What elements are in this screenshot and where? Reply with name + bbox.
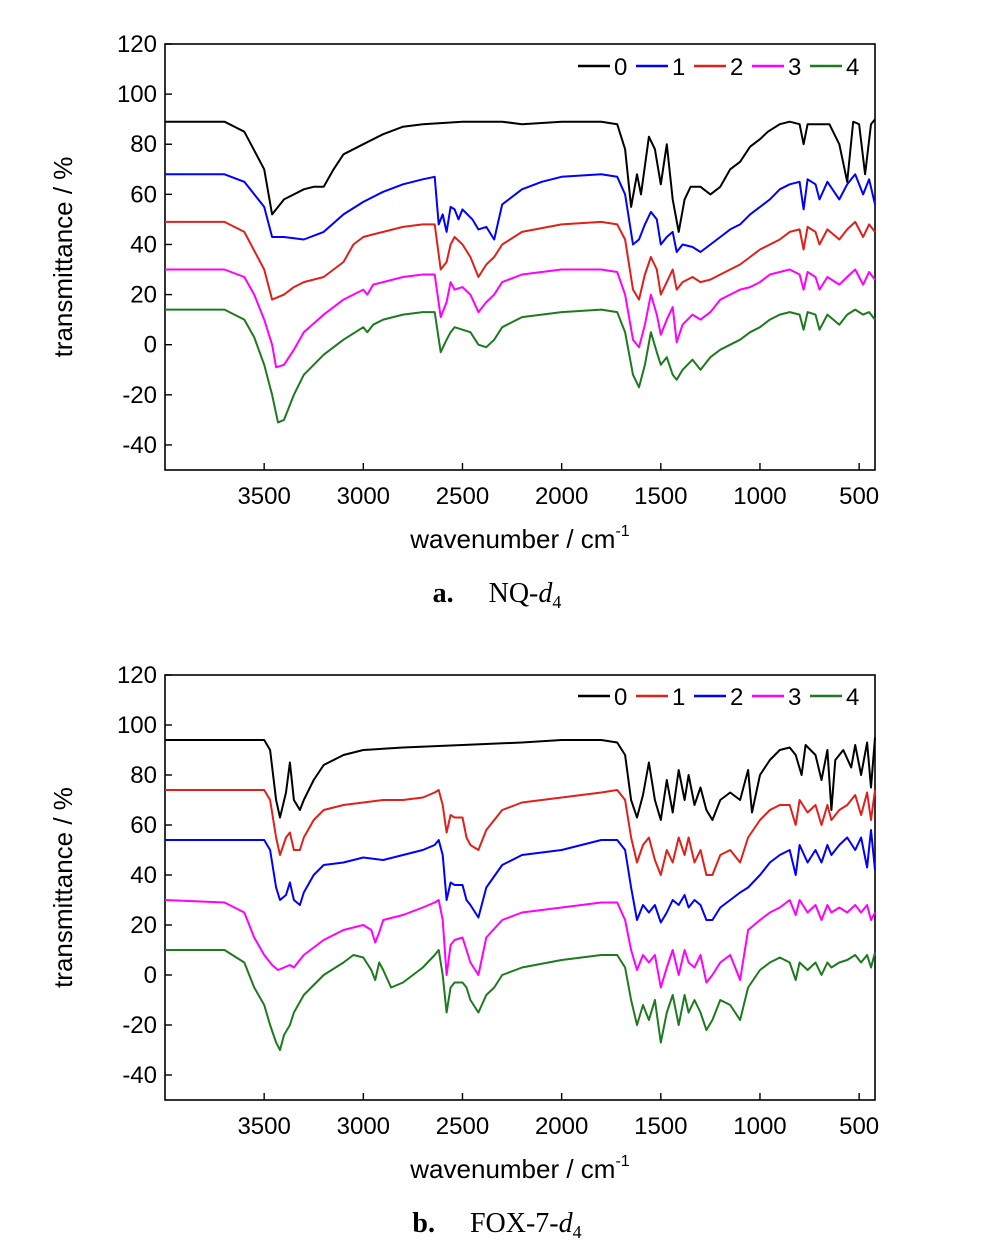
y-tick-label: 40 bbox=[130, 231, 157, 258]
series-line-2 bbox=[165, 829, 876, 924]
legend-label-1: 1 bbox=[672, 54, 685, 81]
caption-b: b. FOX-7-d4 bbox=[412, 1208, 581, 1242]
plot-frame bbox=[164, 674, 876, 1101]
series-line-3 bbox=[164, 899, 876, 989]
x-tick-label: 3500 bbox=[237, 483, 290, 510]
x-tick-label: 1000 bbox=[733, 1113, 786, 1140]
series-line-4 bbox=[165, 308, 876, 424]
y-tick-label: 40 bbox=[130, 862, 157, 889]
plot-frame bbox=[164, 43, 876, 471]
y-tick-label: 0 bbox=[144, 332, 157, 359]
x-tick-label: 2000 bbox=[535, 1113, 588, 1140]
y-tick-label: 100 bbox=[117, 712, 157, 739]
y-tick-label: 60 bbox=[130, 812, 157, 839]
y-axis-title: transmittance / % bbox=[48, 787, 78, 988]
series-line-0 bbox=[165, 118, 876, 233]
series-line-0 bbox=[165, 737, 876, 821]
x-axis-title: wavenumber / cm-1 bbox=[409, 1153, 630, 1184]
caption-b-sub: 4 bbox=[573, 1222, 582, 1242]
y-tick-label: -20 bbox=[122, 1012, 157, 1039]
x-tick-label: 2000 bbox=[535, 483, 588, 510]
caption-b-name: FOX-7- bbox=[470, 1208, 559, 1239]
x-tick-label: 1500 bbox=[634, 1113, 687, 1140]
caption-a: a. NQ-d4 bbox=[433, 578, 562, 612]
y-tick-label: 20 bbox=[130, 912, 157, 939]
legend-label-4: 4 bbox=[846, 684, 859, 711]
caption-a-name: NQ- bbox=[489, 578, 539, 609]
x-tick-label: 1000 bbox=[733, 483, 786, 510]
series-line-4 bbox=[165, 949, 876, 1051]
y-tick-label: 80 bbox=[130, 762, 157, 789]
y-axis-title: transmittance / % bbox=[48, 157, 78, 358]
x-tick-label: 3500 bbox=[237, 1113, 290, 1140]
x-tick-label: 500 bbox=[839, 1113, 879, 1140]
x-tick-label: 2500 bbox=[436, 483, 489, 510]
caption-a-italic: d bbox=[538, 578, 553, 609]
y-tick-label: 20 bbox=[130, 282, 157, 309]
y-tick-label: 0 bbox=[144, 962, 157, 989]
legend-label-3: 3 bbox=[788, 684, 801, 711]
x-tick-label: 1500 bbox=[634, 483, 687, 510]
legend-label-4: 4 bbox=[846, 54, 859, 81]
x-tick-label: 3000 bbox=[337, 1113, 390, 1140]
y-tick-label: 60 bbox=[130, 181, 157, 208]
caption-b-letter: b. bbox=[412, 1208, 435, 1239]
x-tick-label: 500 bbox=[839, 483, 879, 510]
x-tick-label: 3000 bbox=[337, 483, 390, 510]
series-line-3 bbox=[165, 268, 876, 369]
legend-label-2: 2 bbox=[730, 54, 743, 81]
x-tick-label: 2500 bbox=[436, 1113, 489, 1140]
y-tick-label: 120 bbox=[117, 662, 157, 689]
legend-label-1: 1 bbox=[672, 684, 685, 711]
legend: 0 1 2 3 4 bbox=[578, 684, 859, 711]
caption-a-letter: a. bbox=[433, 578, 454, 609]
y-tick-label: 120 bbox=[117, 31, 157, 58]
y-tick-label: -40 bbox=[122, 1062, 157, 1089]
y-tick-label: 100 bbox=[117, 81, 157, 108]
legend-label-0: 0 bbox=[614, 684, 627, 711]
caption-a-sub: 4 bbox=[552, 592, 561, 612]
series-line-1 bbox=[165, 789, 876, 876]
y-tick-label: -20 bbox=[122, 382, 157, 409]
legend-label-2: 2 bbox=[730, 684, 743, 711]
y-tick-label: 80 bbox=[130, 131, 157, 158]
legend: 0 1 2 3 4 bbox=[578, 54, 859, 81]
y-tick-label: -40 bbox=[122, 432, 157, 459]
caption-b-italic: d bbox=[559, 1208, 574, 1239]
series-line-2 bbox=[165, 220, 876, 301]
legend-label-3: 3 bbox=[788, 54, 801, 81]
x-axis-title: wavenumber / cm-1 bbox=[409, 523, 630, 554]
series-line-1 bbox=[165, 173, 876, 253]
legend-label-0: 0 bbox=[614, 54, 627, 81]
